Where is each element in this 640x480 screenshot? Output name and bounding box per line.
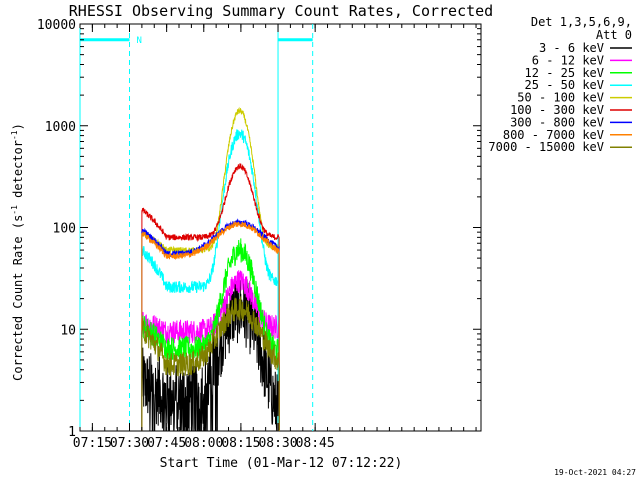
y-axis-label: Corrected Count Rate (s-1 detector-1) (10, 123, 25, 381)
y-tick-label-2: 100 (53, 222, 76, 237)
y-tick-label-4: 10000 (37, 18, 76, 33)
legend-label-0: 3 - 6 keV (539, 41, 604, 55)
y-axis: 1 10 100 1000 10000 (37, 18, 481, 440)
timestamp: 19-Oct-2021 04:27 (554, 468, 636, 477)
y-axis-label-sup2: -1 (10, 130, 19, 140)
series-line-1 (141, 270, 280, 432)
y-axis-label-end: ) (11, 123, 25, 130)
y-axis-label-sup1: -1 (10, 205, 19, 215)
saa-label: N (137, 36, 142, 46)
y-tick-label-3: 1000 (45, 120, 76, 135)
legend-label-2: 12 - 25 keV (525, 66, 604, 80)
legend-label-8: 7000 - 15000 keV (488, 140, 604, 154)
legend-label-1: 6 - 12 keV (532, 53, 604, 67)
legend-label-7: 800 - 7000 keV (503, 128, 604, 142)
series-line-3 (141, 129, 280, 432)
x-tick-label-3: 08:00 (184, 436, 223, 451)
x-tick-label-2: 07:45 (147, 436, 186, 451)
x-tick-label-1: 07:30 (110, 436, 149, 451)
x-tick-label-5: 08:30 (258, 436, 297, 451)
legend-header-line1: Det 1,3,5,6,9, (531, 15, 632, 29)
series-line-7 (141, 220, 280, 432)
x-tick-label-4: 08:15 (221, 436, 260, 451)
chart-title: RHESSI Observing Summary Count Rates, Co… (69, 2, 493, 20)
series-line-5 (141, 163, 280, 432)
x-axis-label: Start Time (01-Mar-12 07:12:22) (160, 456, 403, 471)
legend-label-3: 25 - 50 keV (525, 78, 604, 92)
y-tick-label-0: 1 (68, 425, 76, 440)
plot-frame (79, 23, 482, 432)
legend-label-6: 300 - 800 keV (510, 115, 604, 129)
y-axis-label-mid: detector (11, 140, 25, 205)
plot-area: N (79, 23, 482, 432)
series-line-8 (141, 296, 280, 432)
x-tick-label-0: 07:15 (73, 436, 112, 451)
y-tick-label-1: 10 (60, 323, 76, 338)
y-axis-label-main: Corrected Count Rate (s (11, 215, 25, 381)
legend-label-5: 100 - 300 keV (510, 103, 604, 117)
legend-header-line2: Att 0 (596, 28, 632, 42)
legend-label-4: 50 - 100 keV (517, 91, 604, 105)
x-tick-label-6: 08:45 (296, 436, 335, 451)
